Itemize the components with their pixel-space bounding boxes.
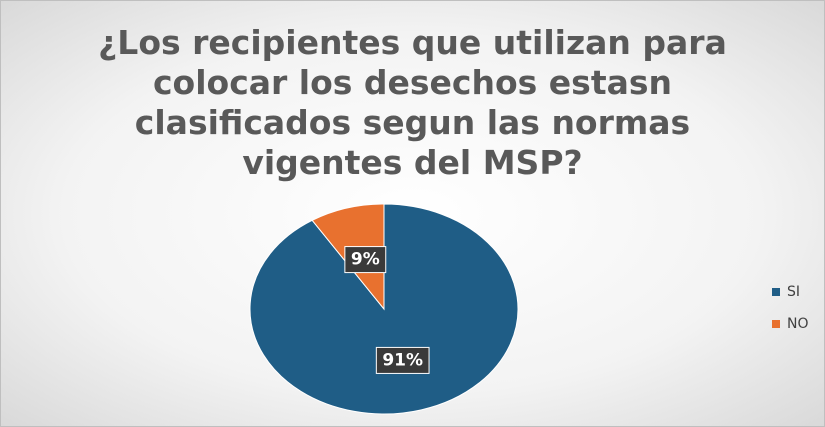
legend-label: NO xyxy=(787,316,809,332)
data-label: 9% xyxy=(344,246,387,274)
data-label-box xyxy=(344,246,387,274)
data-label-box xyxy=(375,346,430,374)
legend-swatch xyxy=(772,288,780,296)
chart-title: ¿Los recipientes que utilizan para coloc… xyxy=(98,23,727,182)
data-label-text: 91% xyxy=(382,350,423,370)
legend-swatch xyxy=(772,320,780,328)
data-label-text: 9% xyxy=(351,250,380,270)
legend-label: SI xyxy=(787,284,800,300)
data-label: 91% xyxy=(375,346,430,374)
